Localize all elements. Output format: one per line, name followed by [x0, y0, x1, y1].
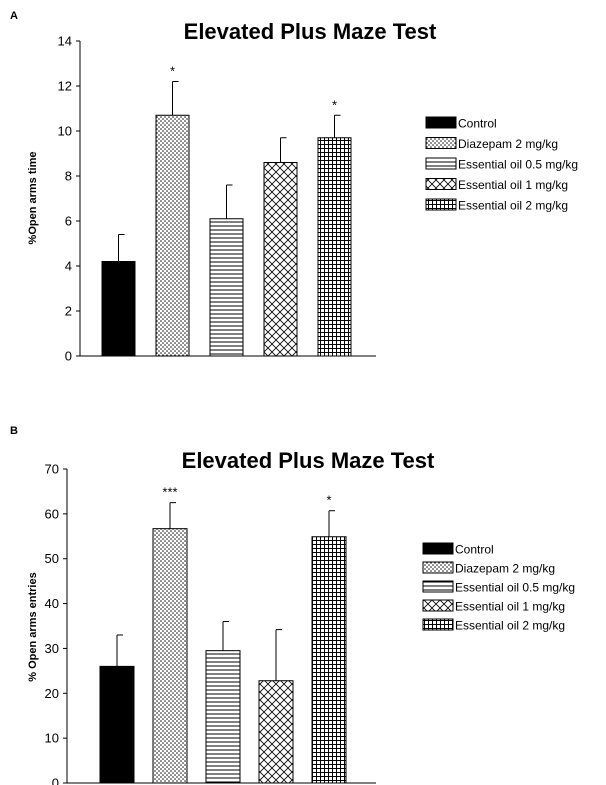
- legend-label: Essential oil 2 mg/kg: [455, 619, 565, 633]
- y-tick-label: 6: [65, 214, 72, 229]
- legend-label: Essential oil 1 mg/kg: [458, 178, 568, 192]
- bar: [317, 137, 352, 357]
- panel-letter: A: [10, 10, 18, 22]
- panel-letter: B: [10, 425, 18, 437]
- bar: [152, 528, 188, 784]
- chart-panel-b: B Elevated Plus Maze Test % Open arms en…: [10, 425, 575, 785]
- bars: ****: [99, 485, 347, 784]
- y-tick-label: 4: [65, 259, 72, 274]
- axes: [79, 41, 376, 357]
- legend: Control Diazepam 2 mg/kg Essential oil 0.5…: [422, 542, 575, 633]
- legend-label: Diazepam 2 mg/kg: [458, 137, 558, 151]
- y-tick-label: 8: [65, 169, 72, 184]
- y-axis-label: %Open arms time: [27, 152, 39, 245]
- legend: Control Diazepam 2 mg/kg Essential oil 0.5…: [425, 116, 578, 213]
- y-tick-label: 70: [45, 462, 59, 477]
- y-tick-label: 40: [45, 596, 59, 611]
- y-tick-label: 50: [45, 551, 59, 566]
- significance-mark: ***: [162, 485, 177, 500]
- legend-label: Control: [455, 543, 494, 557]
- y-tick-label: 30: [45, 641, 59, 656]
- y-tick-label: 2: [65, 304, 72, 319]
- y-tick-label: 14: [58, 34, 72, 49]
- bar: [155, 114, 190, 357]
- legend-label: Essential oil 1 mg/kg: [455, 600, 565, 614]
- legend-swatch: [425, 198, 457, 211]
- bars: **: [101, 64, 352, 357]
- chart-title: Elevated Plus Maze Test: [184, 19, 437, 44]
- legend-label: Essential oil 0.5 mg/kg: [458, 158, 578, 172]
- legend-label: Essential oil 2 mg/kg: [458, 199, 568, 213]
- legend-swatch: [422, 580, 454, 593]
- axes: [66, 469, 376, 784]
- bar: [263, 162, 298, 357]
- legend-swatch: [425, 178, 457, 190]
- y-tick-label: 12: [58, 79, 72, 94]
- y-axis-label: % Open arms entries: [27, 572, 39, 681]
- legend-swatch: [422, 561, 454, 574]
- y-ticks: 0 10 20 30 40 50 60 70: [45, 462, 67, 785]
- legend-swatch: [425, 116, 457, 129]
- chart-title: Elevated Plus Maze Test: [182, 448, 435, 473]
- y-tick-label: 20: [45, 686, 59, 701]
- bar: [311, 536, 347, 784]
- bar: [258, 680, 294, 784]
- chart-panel-a: A Elevated Plus Maze Test %Open arms tim…: [10, 10, 578, 364]
- y-tick-label: 0: [52, 776, 59, 785]
- bar: [99, 665, 135, 784]
- bar: [209, 218, 244, 357]
- legend-label: Diazepam 2 mg/kg: [455, 562, 555, 576]
- legend-label: Essential oil 0.5 mg/kg: [455, 581, 575, 595]
- bar: [205, 650, 241, 784]
- y-tick-label: 10: [58, 124, 72, 139]
- y-tick-label: 10: [45, 731, 59, 746]
- legend-swatch: [422, 599, 454, 612]
- legend-swatch: [422, 542, 454, 555]
- y-tick-label: 0: [65, 349, 72, 364]
- bar: [101, 261, 136, 357]
- legend-label: Control: [458, 117, 497, 131]
- significance-mark: *: [170, 64, 175, 79]
- legend-swatch: [425, 137, 457, 149]
- significance-mark: *: [332, 97, 337, 112]
- significance-mark: *: [326, 493, 331, 508]
- y-tick-label: 60: [45, 506, 59, 521]
- legend-swatch: [422, 618, 454, 631]
- legend-swatch: [425, 157, 457, 170]
- y-ticks: 0 2 4 6 8 10 12 14: [58, 34, 80, 364]
